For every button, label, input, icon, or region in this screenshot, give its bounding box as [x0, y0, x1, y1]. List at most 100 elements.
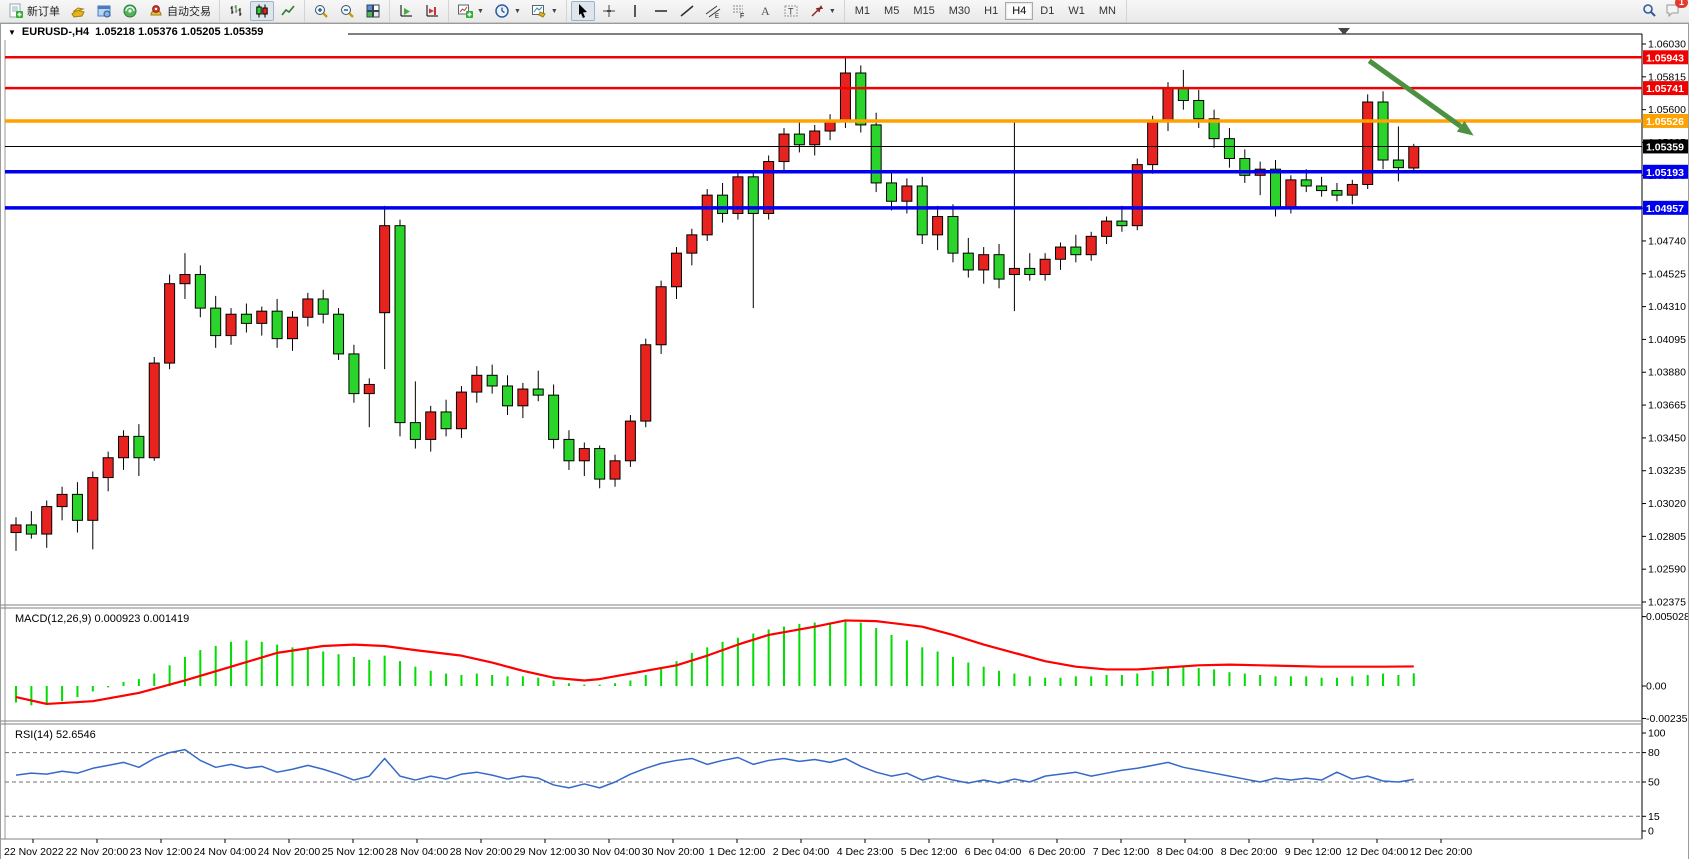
time-axis[interactable]: 22 Nov 2022 22 Nov 20:00 23 Nov 12:00 24 No…	[4, 839, 1472, 858]
time-tick: 24 Nov 04:00	[194, 846, 257, 858]
candle-bull	[901, 185, 913, 202]
time-tick: 8 Dec 04:00	[1157, 846, 1214, 858]
price-axis[interactable]: 1.060301.058151.056001.053851.051701.049…	[1642, 39, 1688, 838]
rsi-tick: 15	[1648, 811, 1660, 823]
main-toolbar: 新订单 自动交易 ▼ ▼ ▼ E F A T ▼ M1 M5 M15 M30 H1 H4 D1 W1 MN 1	[0, 0, 1689, 23]
candle-bear	[25, 524, 37, 535]
bar-chart-button[interactable]	[224, 1, 248, 21]
template-button[interactable]: ▼	[527, 1, 562, 21]
terminal-button[interactable]	[92, 1, 116, 21]
notifications-icon[interactable]: 1	[1665, 0, 1688, 21]
candle-bear	[548, 394, 560, 440]
candle-bull	[56, 493, 68, 508]
macd-label: MACD(12,26,9) 0.000923 0.001419	[15, 613, 189, 625]
cursor-button[interactable]	[570, 1, 595, 21]
candle-bull	[118, 435, 130, 459]
chart-shift-button[interactable]	[420, 1, 444, 21]
candle-bear	[133, 435, 145, 459]
chart-ohlc-values: 1.05218 1.05376 1.05205 1.05359	[95, 26, 264, 38]
fibonacci-icon: F	[731, 3, 747, 19]
rsi-tick: 100	[1648, 728, 1666, 740]
text-label-icon: T	[783, 3, 799, 19]
timeframe-h1[interactable]: H1	[984, 5, 999, 17]
chart-frame	[1, 28, 1643, 840]
vertical-line-icon	[627, 3, 643, 19]
arrows-button[interactable]: ▼	[805, 1, 840, 21]
svg-text:1.05193: 1.05193	[1646, 167, 1684, 179]
price-tick: 1.05815	[1648, 71, 1686, 83]
market-watch-button[interactable]	[66, 1, 90, 21]
new-chart-button[interactable]: ▼	[453, 1, 488, 21]
template-icon	[531, 3, 547, 19]
timeframe-m5[interactable]: M5	[884, 5, 900, 17]
macd-tick: -0.002353	[1646, 713, 1688, 725]
candle-bear	[1223, 138, 1235, 160]
candle-bull	[763, 161, 775, 214]
price-tick: 1.02375	[1648, 597, 1686, 609]
chart-menu-caret[interactable]: ▼	[8, 27, 16, 37]
hline-objects	[5, 56, 1642, 210]
trend-line-button[interactable]	[675, 1, 699, 21]
timeframe-h4[interactable]: H4	[1005, 2, 1034, 20]
candle-bull	[686, 234, 698, 254]
chart-canvas[interactable]: MACD(12,26,9) 0.000923 0.001419 RSI(14) 5…	[1, 24, 1688, 859]
crosshair-button[interactable]	[597, 1, 621, 21]
candle-bull	[41, 506, 53, 535]
timeframe-m1[interactable]: M1	[854, 5, 871, 17]
navigator-button[interactable]	[118, 1, 142, 21]
price-line-label	[1643, 113, 1688, 128]
candle-bear	[486, 374, 498, 387]
autotrading-button[interactable]: 自动交易	[144, 1, 215, 21]
channel-button[interactable]: E	[701, 1, 725, 21]
candle-bull	[1147, 121, 1159, 166]
new-order-button[interactable]: 新订单	[4, 1, 64, 21]
tile-windows-button[interactable]	[361, 1, 385, 21]
candle-bear	[1070, 246, 1082, 256]
price-tick: 1.03880	[1648, 367, 1686, 379]
candle-bear	[1331, 190, 1343, 196]
navigator-icon	[122, 3, 138, 19]
time-tick: 24 Nov 20:00	[258, 846, 321, 858]
auto-scroll-button[interactable]	[394, 1, 418, 21]
candle-bear	[1116, 220, 1128, 227]
time-tick: 30 Nov 04:00	[578, 846, 641, 858]
text-label-button[interactable]: T	[779, 1, 803, 21]
zoom-out-icon	[339, 3, 355, 19]
candle-bear	[1300, 179, 1312, 187]
toolbar-group	[390, 0, 449, 22]
candles-layer	[10, 56, 1420, 551]
period-button[interactable]: ▼	[490, 1, 525, 21]
time-tick: 25 Nov 12:00	[322, 846, 385, 858]
text-button[interactable]: A	[753, 1, 777, 21]
candle-bull	[1039, 258, 1051, 276]
candlestick-icon	[254, 3, 270, 19]
timeframe-w1[interactable]: W1	[1068, 5, 1085, 17]
time-tick: 5 Dec 12:00	[901, 846, 958, 858]
candle-bull	[578, 448, 590, 462]
time-tick: 29 Nov 12:00	[514, 846, 577, 858]
macd-tick: 0.005028	[1646, 611, 1688, 623]
chevron-down-icon: ▼	[828, 7, 836, 15]
candle-bull	[148, 362, 160, 459]
time-tick: 12 Dec 04:00	[1346, 846, 1409, 858]
candle-bull	[1085, 235, 1097, 256]
horizontal-line-button[interactable]	[649, 1, 673, 21]
fibonacci-button[interactable]: F	[727, 1, 751, 21]
candle-bull	[624, 420, 636, 462]
candle-bull	[471, 374, 483, 393]
zoom-out-button[interactable]	[335, 1, 359, 21]
candle-bull	[932, 216, 944, 236]
candlestick-button[interactable]	[250, 1, 274, 21]
zoom-in-button[interactable]	[309, 1, 333, 21]
line-chart-button[interactable]	[276, 1, 300, 21]
timeframe-m30[interactable]: M30	[948, 5, 971, 17]
time-tick: 22 Nov 20:00	[66, 846, 129, 858]
search-icon[interactable]	[1641, 2, 1657, 21]
timeframe-d1[interactable]: D1	[1040, 5, 1055, 17]
candle-bull	[1008, 267, 1020, 276]
chevron-down-icon: ▼	[550, 7, 558, 15]
timeframe-mn[interactable]: MN	[1098, 5, 1116, 17]
candle-bull	[978, 254, 990, 271]
vertical-line-button[interactable]	[623, 1, 647, 21]
timeframe-m15[interactable]: M15	[913, 5, 935, 17]
